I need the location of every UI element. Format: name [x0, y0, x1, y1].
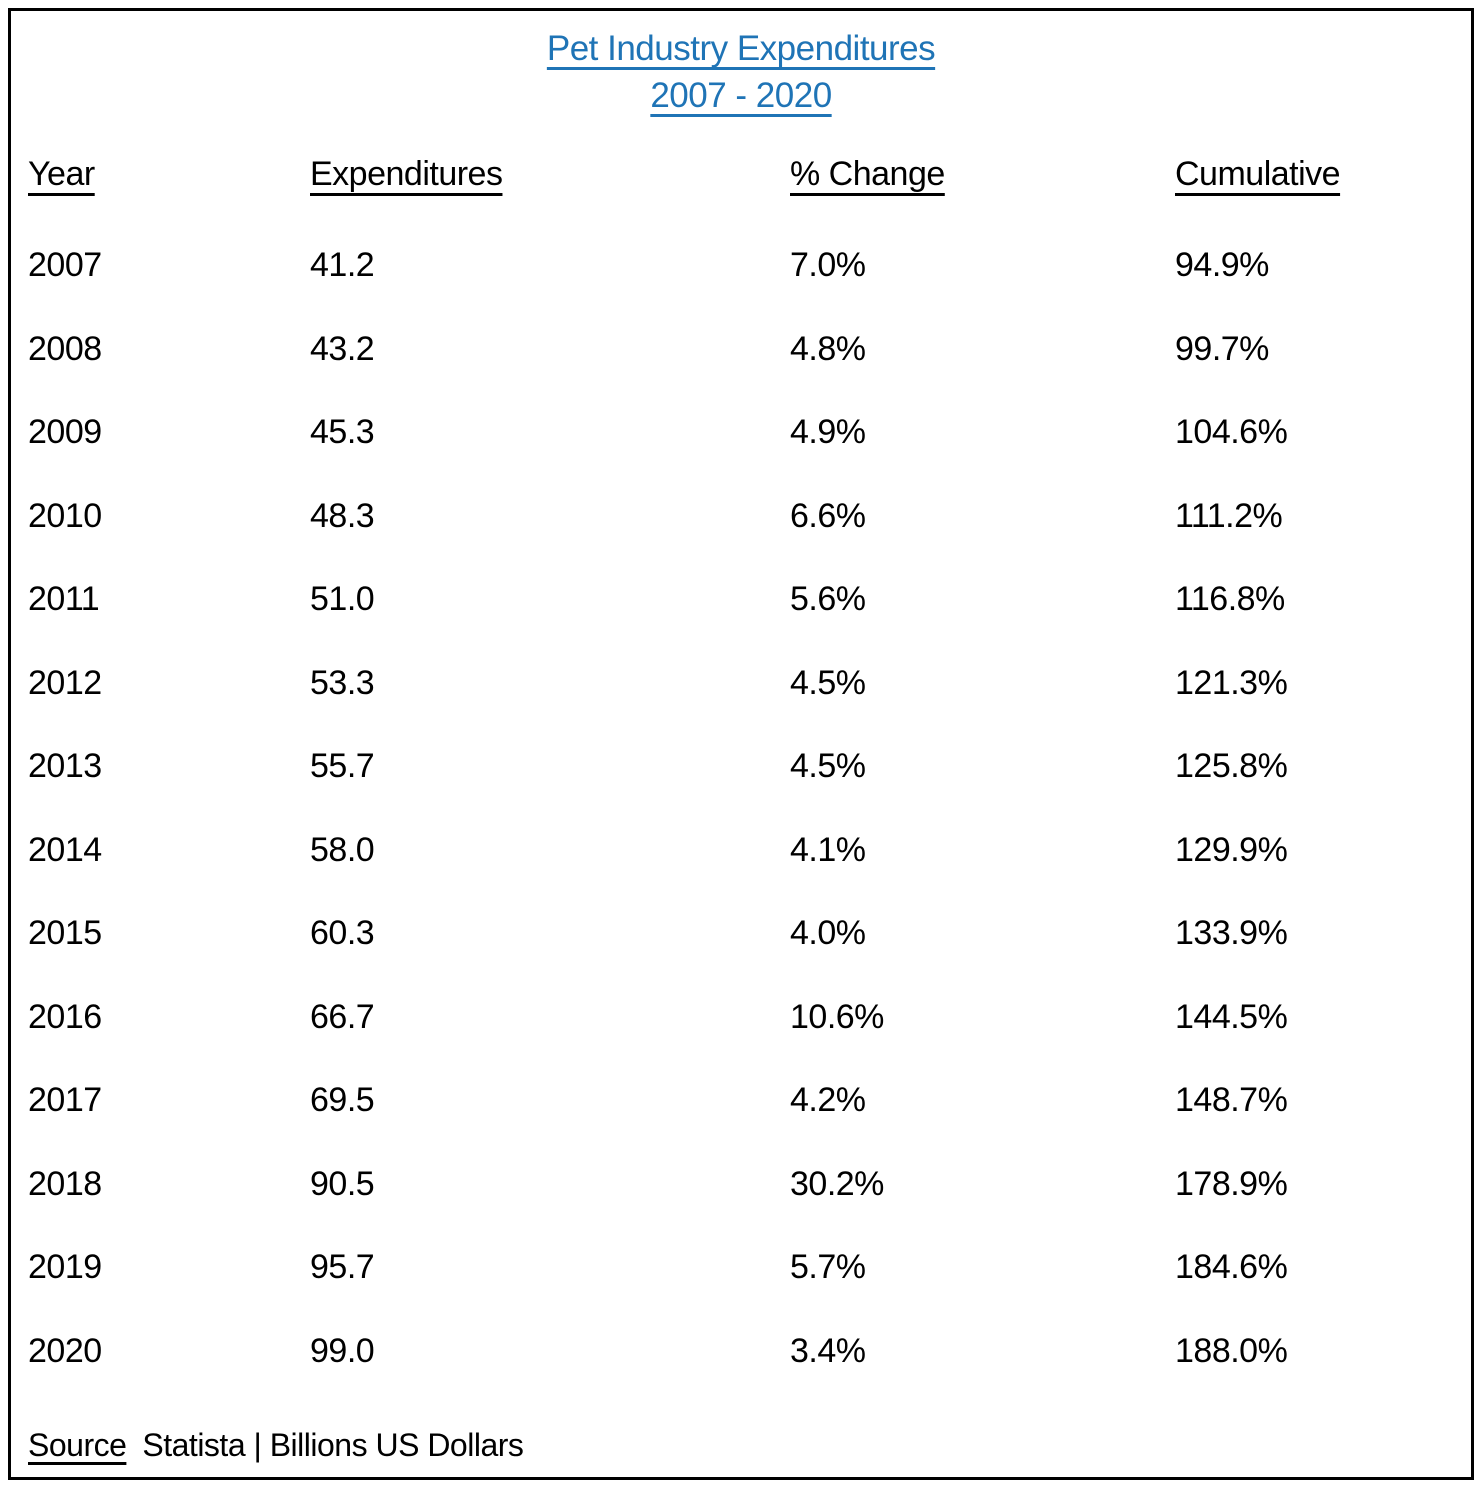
cell-expenditures: 55.7 [310, 747, 375, 785]
title-date-range: 2007 - 2020 [650, 76, 832, 115]
table-row: 2016 66.7 10.6% 144.5% [28, 996, 1471, 1080]
cell-pct-change: 4.8% [790, 329, 866, 368]
cell-cumulative: 99.7% [1175, 329, 1269, 368]
table-row: 2015 60.3 4.0% 133.9% [28, 912, 1471, 996]
cell-pct-change: 3.4% [790, 1331, 866, 1370]
table-row: 2008 43.2 4.8% 99.7% [28, 328, 1471, 412]
title-text: Pet Industry Expenditures [546, 29, 936, 68]
title-line-1: Pet Industry Expenditures [11, 25, 1471, 72]
table-row: 2013 55.7 4.5% 125.8% [28, 745, 1471, 829]
cell-expenditures: 69.5 [310, 1081, 375, 1119]
cell-cumulative: 121.3% [1175, 663, 1288, 702]
cell-year: 2014 [28, 830, 102, 869]
table-header-row: Year Expenditures % Change Cumulative [28, 153, 1471, 244]
cell-cumulative: 94.9% [1175, 246, 1269, 284]
cell-year: 2008 [28, 329, 102, 368]
table-row: 2010 48.3 6.6% 111.2% [28, 495, 1471, 579]
cell-year: 2009 [28, 413, 102, 451]
cell-pct-change: 4.0% [790, 914, 866, 952]
cell-cumulative: 133.9% [1175, 914, 1288, 952]
cell-year: 2013 [28, 747, 102, 785]
cell-expenditures: 90.5 [310, 1164, 375, 1203]
cell-expenditures: 51.0 [310, 580, 375, 618]
cell-year: 2012 [28, 663, 102, 702]
table-row: 2009 45.3 4.9% 104.6% [28, 411, 1471, 495]
table-row: 2007 41.2 7.0% 94.9% [28, 244, 1471, 328]
cell-expenditures: 95.7 [310, 1248, 375, 1286]
table-row: 2017 69.5 4.2% 148.7% [28, 1079, 1471, 1163]
column-header-year: Year [28, 155, 95, 193]
cell-pct-change: 30.2% [790, 1164, 884, 1203]
column-header-cumulative: Cumulative [1175, 155, 1341, 193]
cell-cumulative: 125.8% [1175, 747, 1288, 785]
cell-pct-change: 4.5% [790, 663, 866, 702]
cell-pct-change: 5.6% [790, 580, 866, 618]
table-row: 2020 99.0 3.4% 188.0% [28, 1330, 1471, 1414]
cell-pct-change: 10.6% [790, 997, 884, 1036]
cell-year: 2015 [28, 914, 102, 952]
cell-year: 2011 [28, 580, 100, 618]
cell-year: 2007 [28, 246, 102, 284]
cell-year: 2020 [28, 1331, 102, 1370]
table-row: 2018 90.5 30.2% 178.9% [28, 1163, 1471, 1247]
cell-expenditures: 60.3 [310, 914, 375, 952]
cell-pct-change: 4.9% [790, 413, 866, 451]
cell-pct-change: 4.2% [790, 1081, 866, 1119]
page-title: Pet Industry Expenditures 2007 - 2020 [11, 11, 1471, 153]
cell-cumulative: 116.8% [1175, 580, 1285, 618]
cell-cumulative: 148.7% [1175, 1081, 1288, 1119]
column-header-expenditures: Expenditures [310, 155, 503, 193]
table-body: 2007 41.2 7.0% 94.9% 2008 43.2 4.8% 99.7… [28, 244, 1471, 1413]
cell-pct-change: 7.0% [790, 246, 866, 284]
cell-expenditures: 99.0 [310, 1331, 375, 1370]
cell-pct-change: 4.1% [790, 830, 866, 869]
table-row: 2012 53.3 4.5% 121.3% [28, 662, 1471, 746]
cell-expenditures: 66.7 [310, 997, 375, 1036]
cell-cumulative: 184.6% [1175, 1248, 1288, 1286]
source-text: Statista | Billions US Dollars [142, 1427, 524, 1463]
cell-year: 2010 [28, 496, 102, 535]
cell-expenditures: 43.2 [310, 329, 375, 368]
data-table: Year Expenditures % Change Cumulative 20… [11, 153, 1471, 1413]
cell-pct-change: 5.7% [790, 1248, 866, 1286]
cell-pct-change: 4.5% [790, 747, 866, 785]
cell-expenditures: 48.3 [310, 496, 375, 535]
cell-year: 2017 [28, 1081, 102, 1119]
cell-expenditures: 53.3 [310, 663, 375, 702]
cell-expenditures: 41.2 [310, 246, 375, 284]
cell-cumulative: 111.2% [1175, 496, 1283, 535]
table-row: 2011 51.0 5.6% 116.8% [28, 578, 1471, 662]
cell-cumulative: 178.9% [1175, 1164, 1288, 1203]
title-line-2: 2007 - 2020 [11, 72, 1471, 119]
source-note: Source Statista | Billions US Dollars [11, 1413, 1471, 1477]
cell-cumulative: 129.9% [1175, 830, 1288, 869]
table-frame: Pet Industry Expenditures 2007 - 2020 Ye… [8, 8, 1474, 1480]
cell-cumulative: 188.0% [1175, 1331, 1288, 1370]
column-header-pct-change: % Change [790, 155, 945, 193]
cell-expenditures: 45.3 [310, 413, 375, 451]
table-row: 2019 95.7 5.7% 184.6% [28, 1246, 1471, 1330]
source-label: Source [28, 1427, 127, 1463]
cell-pct-change: 6.6% [790, 496, 866, 535]
cell-cumulative: 104.6% [1175, 413, 1288, 451]
cell-cumulative: 144.5% [1175, 997, 1288, 1036]
cell-year: 2016 [28, 997, 102, 1036]
cell-year: 2018 [28, 1164, 102, 1203]
table-row: 2014 58.0 4.1% 129.9% [28, 829, 1471, 913]
cell-expenditures: 58.0 [310, 830, 375, 869]
cell-year: 2019 [28, 1248, 102, 1286]
